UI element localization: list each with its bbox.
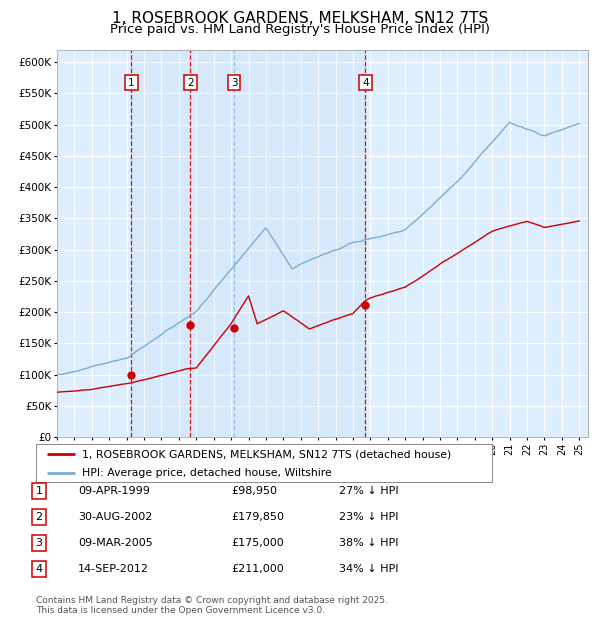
Text: 09-APR-1999: 09-APR-1999 [78, 486, 150, 496]
Text: 27% ↓ HPI: 27% ↓ HPI [339, 486, 398, 496]
Text: 09-MAR-2005: 09-MAR-2005 [78, 538, 153, 548]
Text: £179,850: £179,850 [231, 512, 284, 522]
Text: 4: 4 [35, 564, 43, 574]
Text: 2: 2 [35, 512, 43, 522]
Text: 30-AUG-2002: 30-AUG-2002 [78, 512, 152, 522]
Text: Price paid vs. HM Land Registry's House Price Index (HPI): Price paid vs. HM Land Registry's House … [110, 23, 490, 36]
Text: 23% ↓ HPI: 23% ↓ HPI [339, 512, 398, 522]
Text: £98,950: £98,950 [231, 486, 277, 496]
Text: 3: 3 [35, 538, 43, 548]
Text: 38% ↓ HPI: 38% ↓ HPI [339, 538, 398, 548]
Text: £175,000: £175,000 [231, 538, 284, 548]
Text: 2: 2 [187, 78, 194, 87]
Bar [131, 50, 365, 437]
Text: HPI: Average price, detached house, Wiltshire: HPI: Average price, detached house, Wilt… [82, 467, 331, 478]
Text: 1, ROSEBROOK GARDENS, MELKSHAM, SN12 7TS (detached house): 1, ROSEBROOK GARDENS, MELKSHAM, SN12 7TS… [82, 450, 451, 459]
Text: 34% ↓ HPI: 34% ↓ HPI [339, 564, 398, 574]
Text: 1, ROSEBROOK GARDENS, MELKSHAM, SN12 7TS: 1, ROSEBROOK GARDENS, MELKSHAM, SN12 7TS [112, 11, 488, 25]
Text: 3: 3 [231, 78, 238, 87]
Text: £211,000: £211,000 [231, 564, 284, 574]
Text: 1: 1 [128, 78, 134, 87]
Text: Contains HM Land Registry data © Crown copyright and database right 2025.
This d: Contains HM Land Registry data © Crown c… [36, 596, 388, 615]
Text: 1: 1 [35, 486, 43, 496]
Text: 4: 4 [362, 78, 368, 87]
Text: 14-SEP-2012: 14-SEP-2012 [78, 564, 149, 574]
